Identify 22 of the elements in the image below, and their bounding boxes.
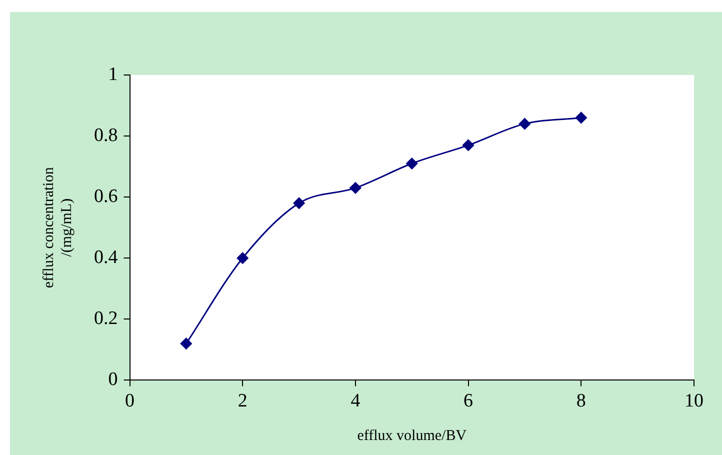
- point: [462, 139, 474, 151]
- point: [293, 197, 305, 209]
- point: [180, 338, 192, 350]
- y-tick-label: 0.4: [94, 247, 118, 268]
- point: [350, 182, 362, 194]
- y-tick-label: 0.2: [94, 308, 118, 330]
- point: [236, 252, 248, 264]
- y-tick-label: 0: [108, 369, 118, 390]
- y-tick-label: 0.8: [94, 125, 118, 146]
- point: [518, 118, 530, 130]
- x-tick-label: 2: [238, 390, 248, 412]
- point: [406, 158, 418, 170]
- y-tick-label: 1: [108, 64, 118, 85]
- y-tick-label: 0.6: [94, 186, 118, 208]
- x-tick-label: 10: [684, 390, 704, 412]
- point: [575, 112, 587, 124]
- x-tick-label: 4: [350, 390, 361, 412]
- x-tick-label: 6: [464, 390, 474, 412]
- x-axis-title: efflux volume/BV: [357, 428, 467, 444]
- y-axis-title: efflux concentration /(mg/mL): [40, 166, 75, 288]
- x-tick-label: 0: [125, 390, 134, 412]
- x-tick-label: 8: [576, 390, 586, 412]
